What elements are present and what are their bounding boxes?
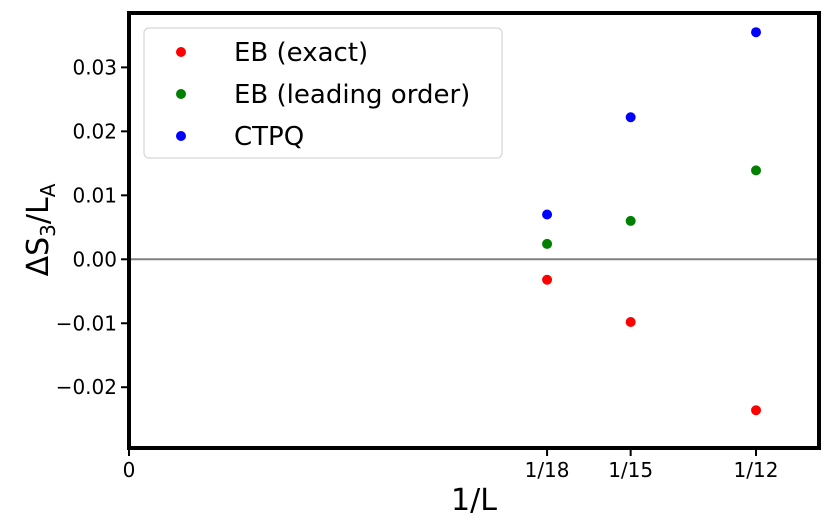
data-point bbox=[625, 316, 636, 327]
y-axis-label: ΔS3/LA bbox=[21, 183, 60, 276]
y-tick-label: 0.01 bbox=[72, 183, 117, 207]
data-point bbox=[751, 405, 762, 416]
data-point bbox=[625, 112, 636, 123]
x-tick-label: 0 bbox=[123, 458, 136, 482]
y-tick-label: 0.02 bbox=[72, 119, 117, 143]
data-point bbox=[542, 274, 553, 285]
x-axis-label: 1/L bbox=[451, 483, 497, 518]
y-axis-label-sub1: 3 bbox=[36, 224, 60, 237]
legend-label: CTPQ bbox=[234, 122, 304, 152]
y-axis-label-base: ΔS bbox=[21, 237, 56, 277]
legend: EB (exact) EB (leading order) CTPQ bbox=[143, 27, 503, 159]
y-axis-label-sub2: A bbox=[36, 183, 60, 197]
data-point bbox=[542, 209, 553, 220]
x-tick-label: 1/15 bbox=[608, 458, 653, 482]
y-tick-label: 0.00 bbox=[72, 247, 117, 271]
data-point bbox=[751, 165, 762, 176]
y-axis-ticks: 0.03 0.02 0.01 0.00 −0.01 −0.02 bbox=[56, 55, 129, 399]
data-points bbox=[542, 27, 762, 416]
legend-label: EB (leading order) bbox=[234, 80, 470, 110]
plot-frame bbox=[127, 11, 821, 450]
x-tick-label: 1/18 bbox=[525, 458, 570, 482]
legend-label: EB (exact) bbox=[234, 38, 368, 68]
legend-box bbox=[143, 27, 503, 159]
legend-marker bbox=[176, 89, 186, 99]
legend-marker bbox=[176, 47, 186, 57]
legend-marker bbox=[176, 131, 186, 141]
x-tick-label: 1/12 bbox=[734, 458, 779, 482]
y-tick-label: −0.01 bbox=[56, 311, 117, 335]
x-axis-ticks: 0 1/18 1/15 1/12 bbox=[123, 448, 779, 482]
data-point bbox=[625, 215, 636, 226]
data-point bbox=[542, 238, 553, 249]
data-point bbox=[751, 27, 762, 38]
y-axis-label-slash: /L bbox=[21, 197, 56, 224]
y-tick-label: −0.02 bbox=[56, 375, 117, 399]
y-tick-label: 0.03 bbox=[72, 55, 117, 79]
